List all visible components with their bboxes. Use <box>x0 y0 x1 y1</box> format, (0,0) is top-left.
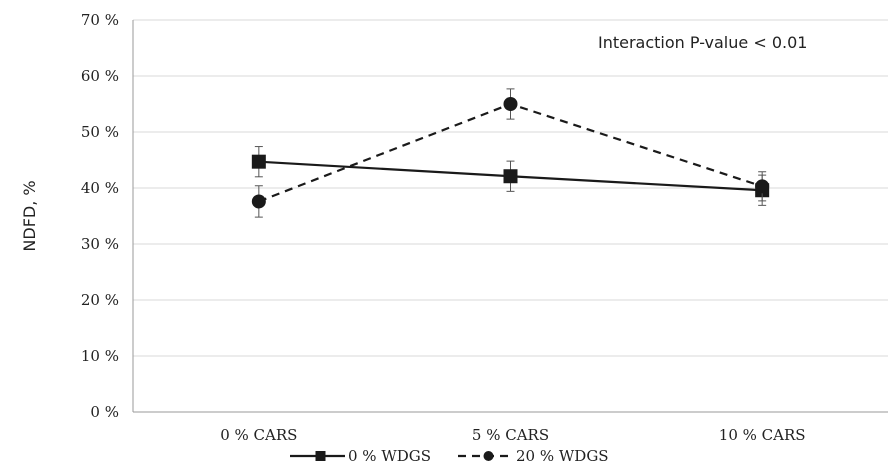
x-tick-label: 10 % CARS <box>719 426 806 444</box>
interaction-annotation: Interaction P-value < 0.01 <box>598 33 807 52</box>
data-point-circle <box>755 179 770 194</box>
x-tick-labels: 0 % CARS 5 % CARS 10 % CARS <box>220 426 805 444</box>
y-tick-label: 50 % <box>81 123 119 141</box>
legend-marker-square <box>315 451 326 461</box>
y-tick-label: 0 % <box>90 403 119 421</box>
series-1 <box>251 146 770 206</box>
y-tick-label: 10 % <box>81 347 119 365</box>
data-point-circle <box>503 97 518 111</box>
legend-label: 0 % WDGS <box>348 447 431 465</box>
series-group <box>251 88 770 218</box>
legend-label: 20 % WDGS <box>516 447 609 465</box>
y-axis-label: NDFD, % <box>20 180 39 251</box>
y-tick-label: 40 % <box>81 179 119 197</box>
y-tick-labels: 0 % 10 % 20 % 30 % 40 % 50 % 60 % 70 % <box>81 11 119 421</box>
x-tick-label: 0 % CARS <box>220 426 297 444</box>
data-point-circle <box>251 194 266 209</box>
data-point-square <box>251 154 266 169</box>
y-tick-label: 70 % <box>81 11 119 29</box>
y-tick-label: 20 % <box>81 291 119 309</box>
x-tick-label: 5 % CARS <box>472 426 549 444</box>
y-tick-label: 60 % <box>81 67 119 85</box>
data-point-square <box>503 169 518 184</box>
legend-marker-circle <box>483 451 494 461</box>
legend: 0 % WDGS 20 % WDGS <box>290 447 609 465</box>
y-tick-label: 30 % <box>81 235 119 253</box>
series-2 <box>251 88 770 218</box>
